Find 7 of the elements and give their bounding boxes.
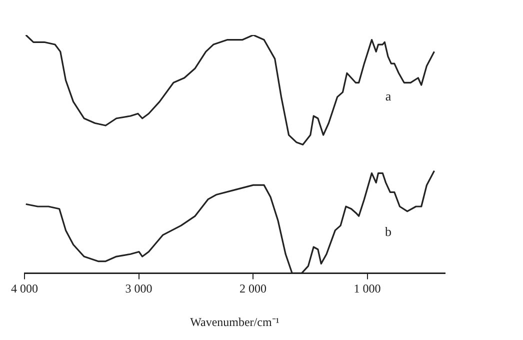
x-axis-title: Wavenumber/cm⁻¹: [190, 314, 280, 329]
x-tick-label: 4 000: [11, 282, 38, 296]
series-label: a: [385, 88, 392, 104]
series-label: b: [384, 224, 392, 240]
x-tick-label: 2 000: [240, 282, 267, 296]
x-tick-label: 1 000: [354, 282, 381, 296]
x-tick-label: 3 000: [125, 282, 152, 296]
